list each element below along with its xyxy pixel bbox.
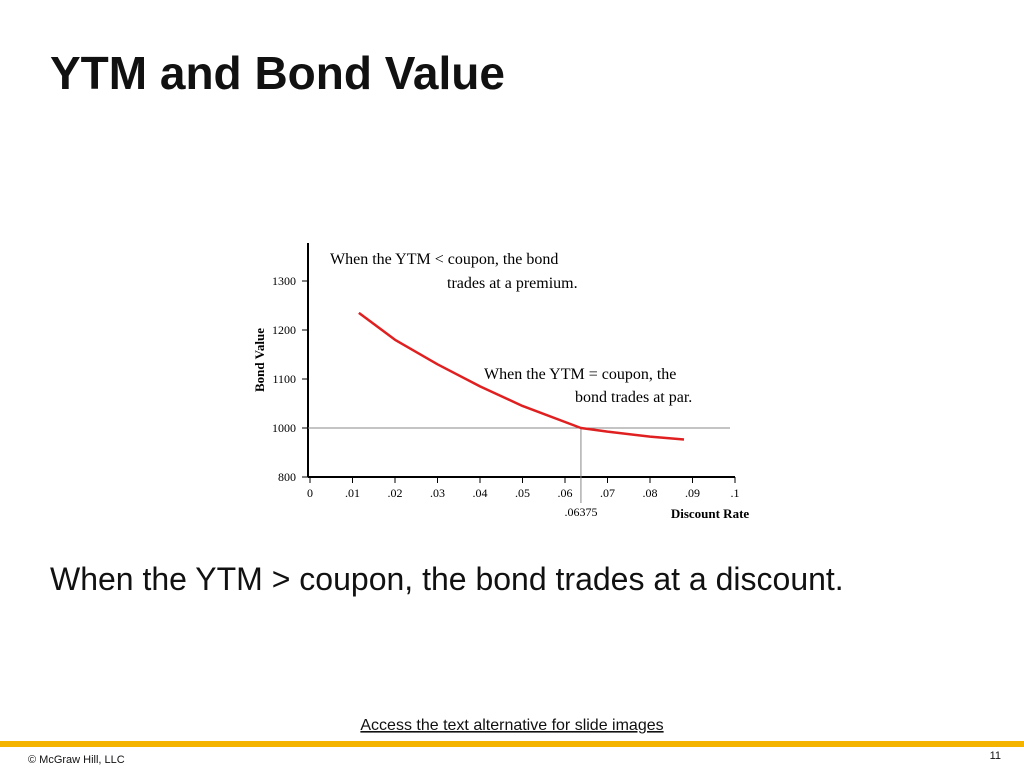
y-tick-label: 1300	[272, 274, 296, 288]
x-tick-label: 0	[307, 486, 313, 500]
copyright: © McGraw Hill, LLC	[28, 754, 125, 766]
y-axis-label: Bond Value	[252, 328, 267, 392]
x-tick-label: .09	[685, 486, 700, 500]
annotation: When the YTM = coupon, the	[484, 366, 676, 383]
y-tick-label: 800	[278, 470, 296, 484]
x-tick-label: .04	[473, 486, 488, 500]
page-number: 11	[990, 750, 1001, 762]
text-alternative-link[interactable]: Access the text alternative for slide im…	[360, 717, 663, 734]
y-tick-label: 1100	[272, 372, 296, 386]
x-tick-label: .06	[558, 486, 573, 500]
x-tick-label: .05	[515, 486, 530, 500]
x-tick-label: .02	[388, 486, 403, 500]
x-tick-label: .07	[600, 486, 615, 500]
bond-value-curve	[358, 311, 685, 441]
x-tick-label: .1	[731, 486, 740, 500]
body-text: When the YTM > coupon, the bond trades a…	[50, 561, 844, 597]
par-rate-label: .06375	[564, 505, 597, 519]
x-tick-label: .08	[643, 486, 658, 500]
annotation: When the YTM < coupon, the bond	[330, 251, 558, 268]
chart: Bond Value Discount Rate When the YTM < …	[252, 243, 749, 521]
slide-title: YTM and Bond Value	[50, 47, 505, 99]
y-tick-label: 1200	[272, 323, 296, 337]
x-tick-label: .03	[430, 486, 445, 500]
footer-bar	[0, 741, 1024, 747]
x-tick-label: .01	[345, 486, 360, 500]
y-tick-label: 1000	[272, 421, 296, 435]
annotation: trades at a premium.	[447, 275, 578, 292]
annotation: bond trades at par.	[575, 389, 692, 406]
x-axis-label: Discount Rate	[671, 506, 750, 521]
